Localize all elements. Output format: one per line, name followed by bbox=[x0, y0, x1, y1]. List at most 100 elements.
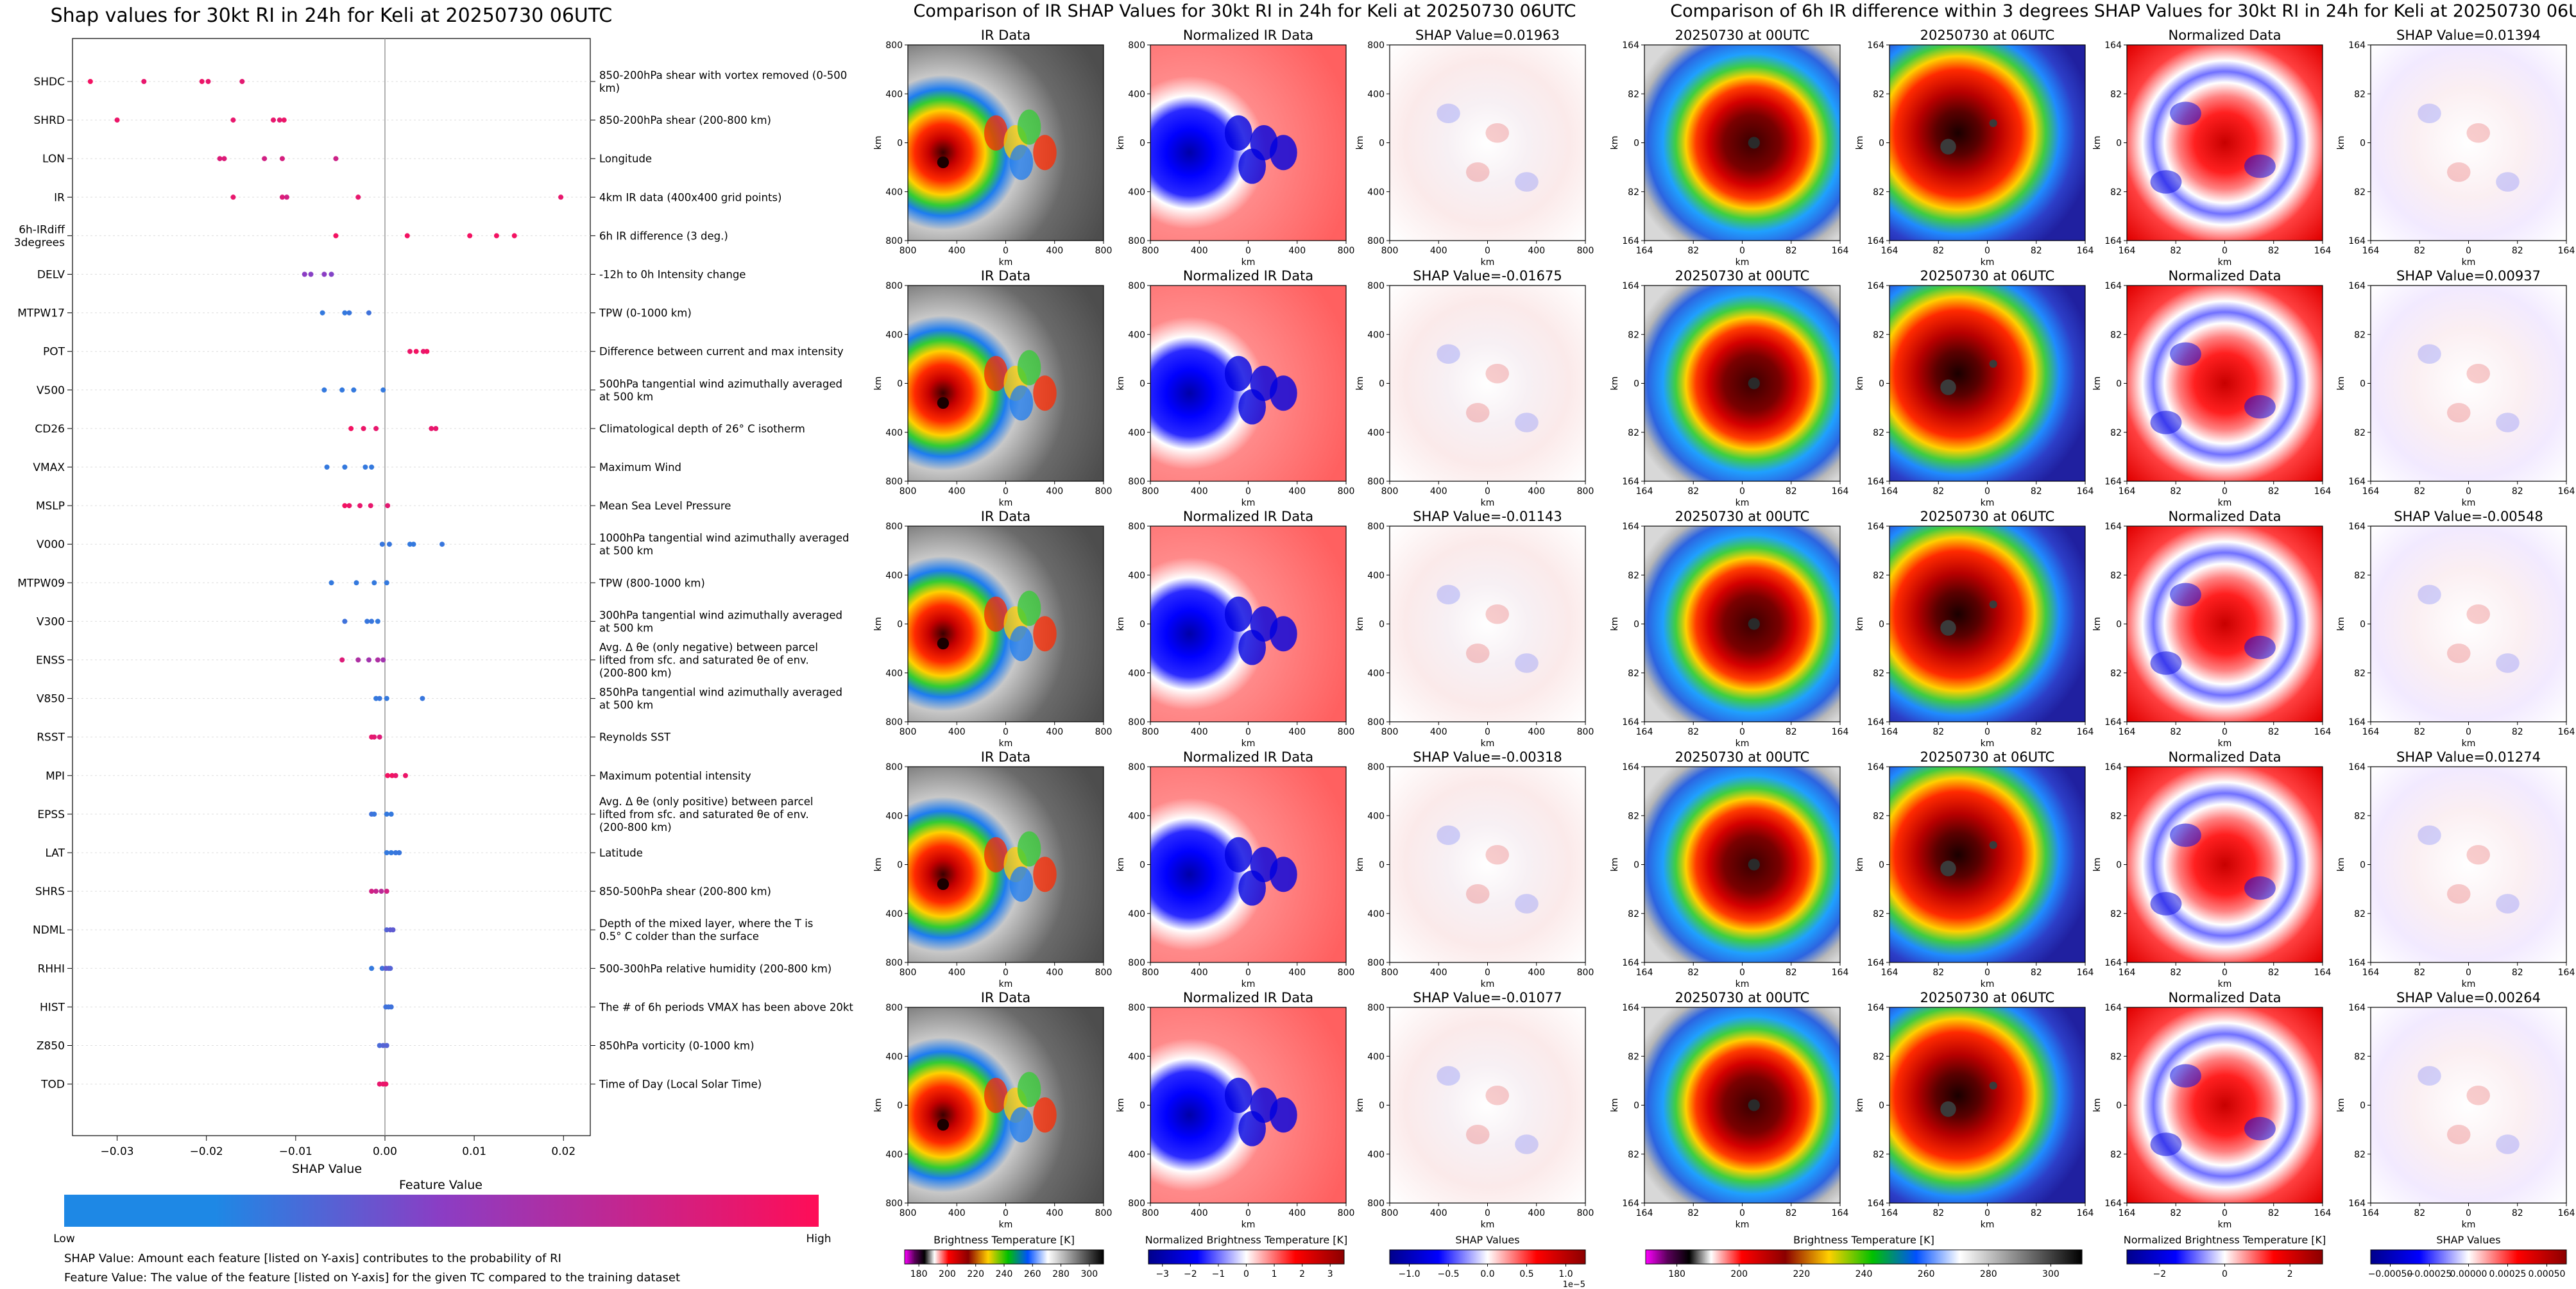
shap-patch bbox=[2418, 585, 2441, 604]
feature-description-line: The # of 6h periods VMAX has been above … bbox=[599, 1001, 853, 1013]
y-tick-label: 164 bbox=[1867, 1199, 1884, 1209]
cold-cluster bbox=[1270, 857, 1297, 892]
x-tick-label: 400 bbox=[1191, 486, 1208, 497]
cold-cluster bbox=[1270, 135, 1297, 171]
panel-image bbox=[1390, 286, 1585, 481]
y-tick-label: 0 bbox=[1633, 379, 1639, 389]
shap-point bbox=[371, 580, 377, 586]
x-tick-label: 400 bbox=[1191, 968, 1208, 978]
y-tick-label: 164 bbox=[2348, 1003, 2366, 1013]
section-title-diff: Comparison of 6h IR difference within 3 … bbox=[1670, 1, 2576, 21]
x-tick-label: 164 bbox=[1636, 727, 1653, 737]
y-tick-label: 0 bbox=[897, 620, 903, 630]
y-tick-label: 164 bbox=[2104, 281, 2122, 291]
y-tick-label: 164 bbox=[2348, 477, 2366, 487]
feature-description-line: Difference between current and max inten… bbox=[599, 346, 844, 358]
x-tick-label: 400 bbox=[1046, 727, 1063, 737]
x-tick-label: 164 bbox=[2314, 1208, 2332, 1218]
x-tick-label: 800 bbox=[1338, 246, 1355, 256]
x-tick-label: 164 bbox=[1881, 246, 1898, 256]
x-tick-label: 0.00 bbox=[373, 1145, 397, 1158]
cloud-cluster bbox=[1033, 135, 1057, 171]
shap-point bbox=[361, 425, 366, 431]
x-tick-label: 164 bbox=[2077, 968, 2094, 978]
x-tick-label: 82 bbox=[2414, 246, 2425, 256]
shap-patch bbox=[2446, 403, 2471, 423]
y-tick-label: 164 bbox=[1867, 522, 1884, 532]
x-tick-label: 0 bbox=[2466, 1208, 2471, 1218]
feature-label: Z850 bbox=[37, 1040, 65, 1053]
colorbar-tick-label: 3 bbox=[1327, 1269, 1333, 1279]
x-tick-label: 800 bbox=[1142, 968, 1159, 978]
y-tick-label: 82 bbox=[2110, 428, 2122, 438]
feature-description-line: 850hPa vorticity (0-1000 km) bbox=[599, 1040, 755, 1052]
x-tick-label: 82 bbox=[2512, 486, 2523, 497]
feature-label-line: POT bbox=[43, 346, 65, 359]
panel-image bbox=[1390, 767, 1585, 962]
storm-eye bbox=[937, 1118, 950, 1131]
shap-patch bbox=[2496, 894, 2520, 914]
feature-description-line: 850-200hPa shear with vortex removed (0-… bbox=[599, 69, 847, 81]
x-tick-label: 0 bbox=[1485, 486, 1490, 497]
x-tick-label: 82 bbox=[2512, 727, 2523, 737]
y-tick-label: 164 bbox=[1622, 1199, 1639, 1209]
y-tick-label: 82 bbox=[2110, 1150, 2122, 1160]
x-tick-label: 400 bbox=[948, 727, 966, 737]
x-tick-label: 164 bbox=[2119, 1208, 2136, 1218]
x-tick-label: 400 bbox=[1528, 246, 1545, 256]
panel-image bbox=[1889, 526, 2085, 722]
y-tick-label: 800 bbox=[885, 477, 903, 487]
colorbar-tick-label: −0.00050 bbox=[2368, 1269, 2413, 1279]
cold-cluster bbox=[1238, 389, 1266, 425]
panel-title: SHAP Value=0.00937 bbox=[2396, 268, 2541, 284]
shap-point bbox=[384, 889, 389, 894]
panel-title: 20250730 at 06UTC bbox=[1920, 268, 2055, 284]
y-tick-label: 0 bbox=[2116, 379, 2122, 389]
chart-title: Shap values for 30kt RI in 24h for Keli … bbox=[51, 4, 613, 27]
x-axis-label: km bbox=[1981, 738, 1995, 749]
y-tick-label: 0 bbox=[1139, 620, 1145, 630]
panel-image bbox=[1644, 767, 1840, 962]
x-tick-label: 164 bbox=[2558, 486, 2575, 497]
panel-title: 20250730 at 00UTC bbox=[1675, 28, 1810, 43]
feature-description-line: Longitude bbox=[599, 153, 652, 165]
feature-description: 850-200hPa shear (200-800 km) bbox=[599, 114, 771, 126]
colorbar-tick-label: 220 bbox=[1793, 1269, 1810, 1279]
feature-description: 850-200hPa shear with vortex removed (0-… bbox=[599, 69, 847, 94]
x-tick-label: 164 bbox=[1832, 968, 1849, 978]
shap-point bbox=[369, 966, 375, 971]
y-tick-label: 0 bbox=[897, 139, 903, 149]
shap-patch bbox=[2496, 413, 2520, 432]
cold-cluster bbox=[1224, 596, 1252, 632]
shap-point bbox=[379, 889, 384, 894]
x-tick-label: 82 bbox=[2170, 1208, 2181, 1218]
y-tick-label: 164 bbox=[2104, 958, 2122, 968]
panel-image bbox=[1889, 1007, 2085, 1203]
panel-image bbox=[1644, 526, 1840, 722]
feature-label: RSST bbox=[37, 731, 65, 744]
feature-description-line: 850-200hPa shear (200-800 km) bbox=[599, 114, 771, 126]
feature-description: Mean Sea Level Pressure bbox=[599, 500, 731, 512]
colorbar bbox=[1645, 1249, 2083, 1265]
y-tick-label: 800 bbox=[1367, 1199, 1385, 1209]
y-tick-label: 164 bbox=[1867, 477, 1884, 487]
x-tick-label: 164 bbox=[1636, 246, 1653, 256]
x-tick-label: 0 bbox=[1003, 968, 1009, 978]
feature-description-line: lifted from sfc. and saturated θe of env… bbox=[599, 808, 809, 821]
y-tick-label: 82 bbox=[1628, 669, 1639, 679]
y-tick-label: 0 bbox=[1879, 620, 1884, 630]
panel-title: IR Data bbox=[981, 990, 1031, 1005]
y-tick-label: 164 bbox=[2348, 40, 2366, 51]
y-tick-label: 400 bbox=[885, 570, 903, 581]
panel-image bbox=[1889, 45, 2085, 241]
cold-cluster bbox=[1238, 870, 1266, 906]
x-tick-label: 0 bbox=[1984, 727, 1990, 737]
panel-title: Normalized IR Data bbox=[1183, 268, 1313, 284]
